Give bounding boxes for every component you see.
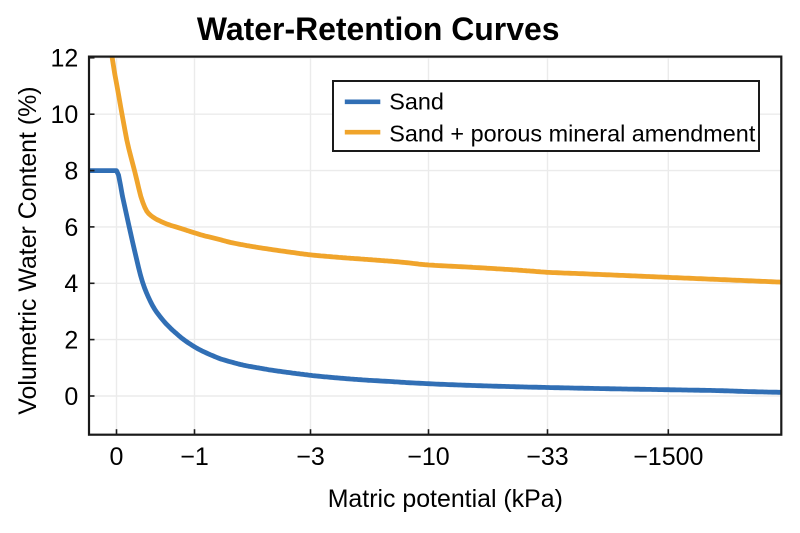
svg-text:12: 12	[50, 45, 78, 73]
svg-text:−1: −1	[180, 443, 209, 471]
svg-text:−1500: −1500	[633, 443, 703, 471]
svg-text:0: 0	[110, 443, 124, 471]
svg-text:Sand + porous mineral amendmen: Sand + porous mineral amendment	[389, 120, 756, 146]
svg-text:Matric potential (kPa): Matric potential (kPa)	[328, 485, 563, 513]
svg-text:10: 10	[50, 101, 78, 129]
svg-text:6: 6	[64, 214, 78, 242]
svg-text:8: 8	[64, 158, 78, 186]
svg-text:−10: −10	[407, 443, 449, 471]
svg-text:−3: −3	[296, 443, 325, 471]
svg-text:4: 4	[64, 270, 78, 298]
svg-text:Sand: Sand	[389, 88, 444, 114]
svg-text:Volumetric Water Content (%): Volumetric Water Content (%)	[14, 86, 42, 414]
svg-text:−33: −33	[526, 443, 568, 471]
svg-text:Water-Retention Curves: Water-Retention Curves	[197, 11, 560, 47]
svg-text:2: 2	[64, 327, 78, 355]
svg-text:0: 0	[64, 383, 78, 411]
